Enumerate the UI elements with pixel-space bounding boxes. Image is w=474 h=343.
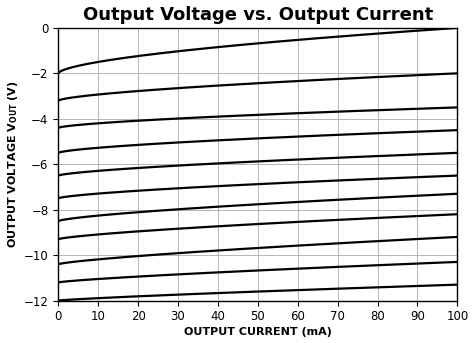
- X-axis label: OUTPUT CURRENT (mA): OUTPUT CURRENT (mA): [184, 328, 332, 338]
- Y-axis label: OUTPUT VOLTAGE V$_\mathregular{OUT}$ (V): OUTPUT VOLTAGE V$_\mathregular{OUT}$ (V): [6, 80, 19, 248]
- Title: Output Voltage vs. Output Current: Output Voltage vs. Output Current: [82, 5, 433, 24]
